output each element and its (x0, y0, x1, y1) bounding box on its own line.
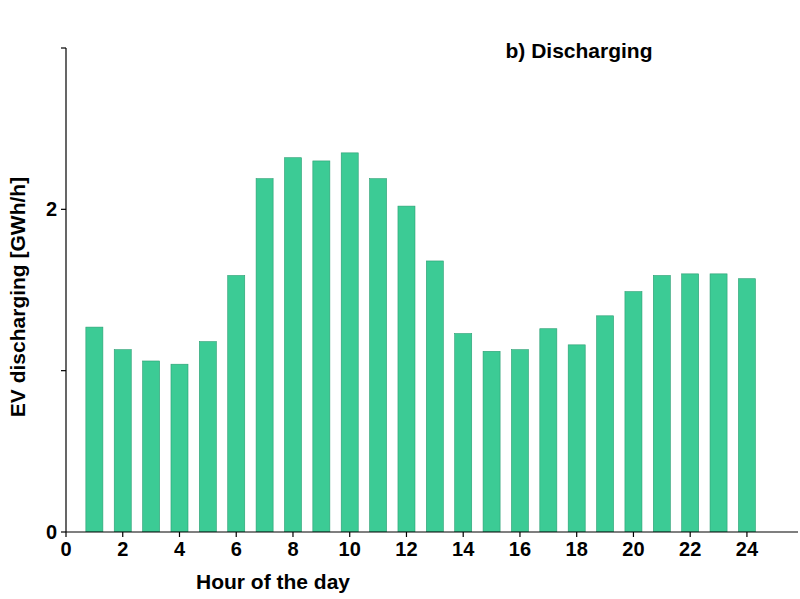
x-tick (65, 532, 66, 537)
bar (313, 161, 330, 532)
x-tick-label: 6 (231, 538, 242, 560)
x-tick (292, 532, 293, 537)
y-axis-label: EV discharging [GWh/h] (6, 177, 29, 417)
x-axis-label: Hour of the day (196, 570, 350, 593)
x-tick-label: 22 (679, 538, 701, 560)
bar (114, 350, 131, 532)
x-tick-label: 12 (395, 538, 417, 560)
y-tick (61, 370, 66, 371)
bar (256, 179, 273, 532)
y-tick-label: 2 (46, 198, 57, 220)
bar (228, 275, 245, 532)
bar (653, 275, 670, 532)
bar (284, 158, 301, 532)
x-axis (66, 531, 798, 532)
x-tick (349, 532, 350, 537)
x-tick-label: 2 (117, 538, 128, 560)
x-tick-label: 18 (566, 538, 588, 560)
y-axis (65, 48, 66, 532)
x-tick (463, 532, 464, 537)
y-axis-end (61, 47, 66, 48)
bar (143, 361, 160, 532)
y-tick (61, 209, 66, 210)
bar (370, 179, 387, 532)
x-tick-label: 24 (736, 538, 759, 560)
x-tick (236, 532, 237, 537)
x-tick-label: 4 (174, 538, 186, 560)
x-tick-label: 8 (287, 538, 298, 560)
x-tick (576, 532, 577, 537)
y-tick (61, 531, 66, 532)
x-tick-label: 10 (339, 538, 361, 560)
bar (540, 329, 557, 532)
bar (625, 292, 642, 532)
bar (341, 153, 358, 532)
x-tick (690, 532, 691, 537)
bar (199, 342, 216, 532)
x-tick (746, 532, 747, 537)
x-tick-label: 14 (452, 538, 475, 560)
bar (682, 274, 699, 532)
bar (171, 364, 188, 532)
bar (483, 351, 500, 532)
bar (398, 206, 415, 532)
title: b) Discharging (505, 39, 652, 62)
bar (455, 334, 472, 532)
bar (511, 350, 528, 532)
x-tick (179, 532, 180, 537)
x-tick (122, 532, 123, 537)
bar (568, 345, 585, 532)
x-tick-label: 0 (60, 538, 71, 560)
x-tick-label: 20 (622, 538, 644, 560)
bar (597, 316, 614, 532)
bar (710, 274, 727, 532)
y-tick-label: 0 (46, 521, 57, 543)
bars (86, 153, 756, 532)
bar (738, 279, 755, 532)
x-tick (406, 532, 407, 537)
x-tick (633, 532, 634, 537)
bar (426, 261, 443, 532)
chart: 02468101214161820222402b) DischargingHou… (0, 0, 800, 599)
bar (86, 327, 103, 532)
x-tick (519, 532, 520, 537)
x-tick-label: 16 (509, 538, 531, 560)
